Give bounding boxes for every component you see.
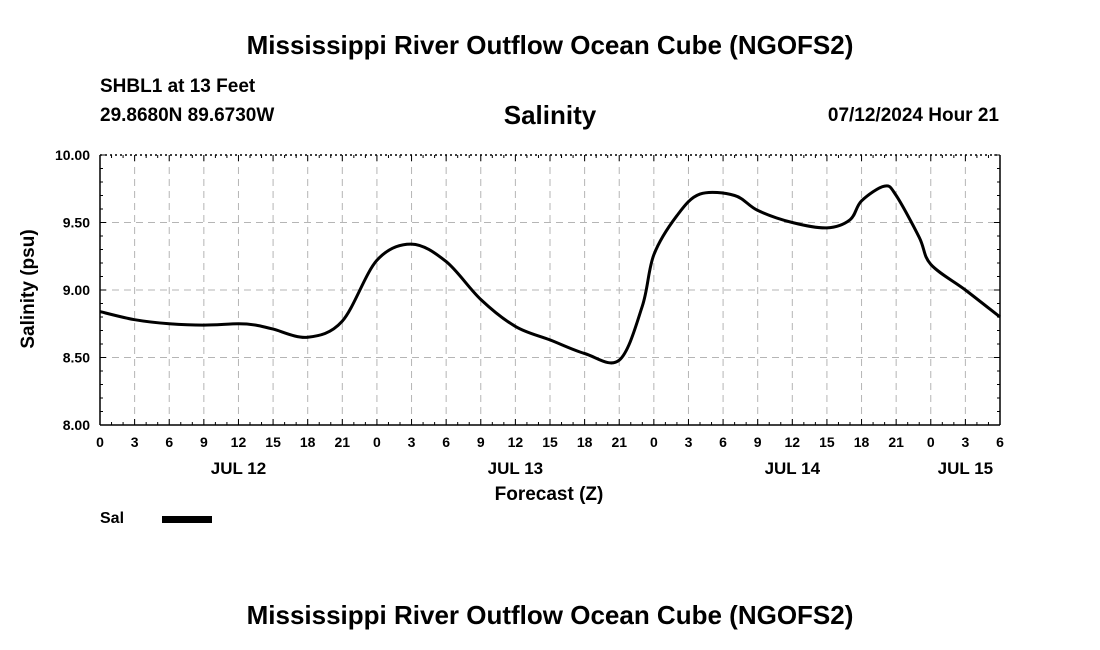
- x-tick-label: 9: [477, 434, 485, 450]
- x-tick-label: 3: [685, 434, 693, 450]
- x-tick-label: 18: [300, 434, 316, 450]
- data-point: [515, 326, 516, 327]
- x-tick-label: 6: [719, 434, 727, 450]
- x-tick-label: 9: [200, 434, 208, 450]
- x-tick-label: 6: [996, 434, 1004, 450]
- x-tick-label: 12: [785, 434, 801, 450]
- data-point: [584, 353, 585, 354]
- x-tick-label: 18: [577, 434, 593, 450]
- x-tick-label: 12: [231, 434, 247, 450]
- data-point: [850, 219, 851, 220]
- data-point: [676, 215, 677, 216]
- x-tick-label: 21: [335, 434, 351, 450]
- data-point: [792, 222, 793, 223]
- grid-layer: [100, 155, 1000, 425]
- data-point: [134, 319, 135, 320]
- x-tick-label: 0: [650, 434, 658, 450]
- data-point: [700, 194, 701, 195]
- x-tick-label: 3: [131, 434, 139, 450]
- data-point: [411, 244, 412, 245]
- x-tick-label: 6: [165, 434, 173, 450]
- legend-swatch: [162, 516, 212, 523]
- data-point: [757, 210, 758, 211]
- x-tick-label: 3: [961, 434, 969, 450]
- data-point: [653, 254, 654, 255]
- y-tick-label: 9.50: [63, 215, 90, 231]
- data-point: [550, 339, 551, 340]
- legend-label: Sal: [100, 510, 124, 528]
- data-point: [1000, 317, 1001, 318]
- y-axis-label: Salinity (psu): [18, 229, 39, 348]
- y-tick-label: 9.00: [63, 282, 90, 298]
- data-point: [619, 360, 620, 361]
- data-point: [480, 299, 481, 300]
- x-tick-label: 3: [408, 434, 416, 450]
- data-point: [642, 306, 643, 307]
- x-date-label: JUL 15: [938, 459, 993, 478]
- data-point: [734, 195, 735, 196]
- x-tick-label: 9: [754, 434, 762, 450]
- x-date-label: JUL 12: [211, 459, 266, 478]
- data-point: [919, 237, 920, 238]
- data-point: [307, 337, 308, 338]
- x-tick-label: 12: [508, 434, 524, 450]
- x-tick-label: 0: [96, 434, 104, 450]
- y-tick-label: 10.00: [55, 147, 90, 163]
- data-point: [861, 200, 862, 201]
- data-point: [273, 329, 274, 330]
- x-tick-label: 6: [442, 434, 450, 450]
- data-point: [965, 290, 966, 291]
- data-point: [255, 325, 256, 326]
- x-tick-label: 18: [854, 434, 870, 450]
- x-tick-label: 0: [927, 434, 935, 450]
- x-tick-label: 0: [373, 434, 381, 450]
- x-tick-label: 21: [888, 434, 904, 450]
- x-tick-label: 15: [542, 434, 558, 450]
- data-point: [826, 227, 827, 228]
- data-point: [169, 323, 170, 324]
- data-point: [238, 323, 239, 324]
- data-point: [884, 186, 885, 187]
- y-tick-label: 8.50: [63, 350, 90, 366]
- data-point: [446, 261, 447, 262]
- x-tick-label: 15: [819, 434, 835, 450]
- data-point: [930, 264, 931, 265]
- x-tick-label: 21: [611, 434, 627, 450]
- data-point: [203, 325, 204, 326]
- x-date-label: JUL 14: [765, 459, 821, 478]
- x-date-label: JUL 13: [488, 459, 543, 478]
- data-point: [100, 311, 101, 312]
- x-axis-label: Forecast (Z): [495, 484, 604, 505]
- data-point: [896, 195, 897, 196]
- x-tick-label: 15: [265, 434, 281, 450]
- data-point: [342, 321, 343, 322]
- data-point: [376, 260, 377, 261]
- salinity-chart: 0 3 6 9 12 15 18 21 0 3 6 9 12 15 18 21 0 3 6 9 12 15 18 21 0 3 6J…: [0, 0, 1100, 650]
- footer-title: Mississippi River Outflow Ocean Cube (NG…: [0, 600, 1100, 631]
- y-tick-label: 8.00: [63, 417, 90, 433]
